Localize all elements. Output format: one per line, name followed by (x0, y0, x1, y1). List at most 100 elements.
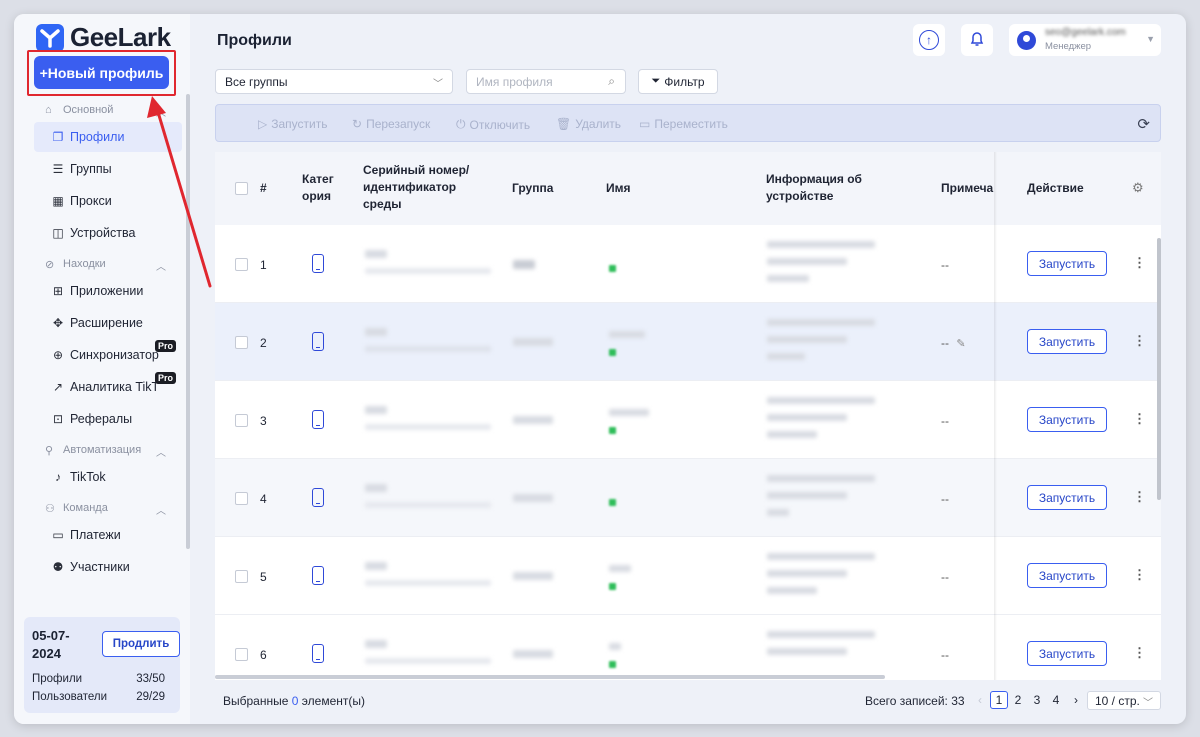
plan-profiles-value: 33/50 (136, 673, 165, 685)
table-row[interactable]: 1 -- Запустить ⋮ (215, 225, 1161, 303)
row-number: 1 (260, 258, 267, 272)
launch-button[interactable]: Запустить (1027, 329, 1107, 354)
profile-name-search[interactable]: Имя профиля ⌕ (466, 69, 626, 94)
row-checkbox[interactable] (235, 570, 248, 583)
tiktok-icon: ♪ (55, 470, 61, 484)
app-window: GeeLark +Новый профиль ⌂ Основной ︿ ❐ Пр… (14, 14, 1186, 724)
row-number: 5 (260, 570, 267, 584)
user-menu[interactable]: seo@geelark.com Менеджер ▼ (1009, 24, 1161, 56)
more-icon[interactable]: ⋮ (1133, 489, 1146, 504)
table-horizontal-scrollbar[interactable] (215, 675, 885, 679)
sidebar-item-label: TikTok (70, 470, 106, 484)
select-all-checkbox[interactable] (235, 182, 248, 195)
sidebar-item-sync[interactable]: ⊕ Синхронизатор Pro (34, 340, 182, 370)
nav-group-main[interactable]: ⌂ Основной ︿ (34, 100, 182, 120)
launch-button[interactable]: Запустить (1027, 407, 1107, 432)
sidebar-item-label: Прокси (70, 194, 112, 208)
table-row[interactable]: 2 -- ✎ Запустить ⋮ (215, 303, 1161, 381)
logo: GeeLark (36, 22, 171, 53)
pro-badge: Pro (154, 340, 176, 352)
page-3[interactable]: 3 (1033, 693, 1041, 707)
more-icon[interactable]: ⋮ (1133, 645, 1146, 660)
sidebar-item-members[interactable]: ⚉ Участники (34, 552, 182, 582)
row-checkbox[interactable] (235, 258, 248, 271)
page-4[interactable]: 4 (1052, 693, 1060, 707)
group-redacted (513, 494, 553, 502)
table-row[interactable]: 6 -- Запустить ⋮ (215, 615, 1161, 680)
page-1[interactable]: 1 (990, 691, 1008, 709)
sidebar-item-payments[interactable]: ▭ Платежи (34, 520, 182, 550)
more-icon[interactable]: ⋮ (1133, 567, 1146, 582)
column-serial-line: идентификатор (363, 180, 457, 194)
bulk-move-button[interactable]: ▭ Переместить (639, 117, 728, 131)
group-select[interactable]: Все группы ﹀ (215, 69, 453, 94)
sidebar-scrollbar[interactable] (186, 94, 190, 549)
settings-gear-icon[interactable]: ⚙ (1132, 180, 1144, 195)
proxy-icon: ▦ (52, 194, 64, 208)
refresh-icon[interactable]: ⟳ (1137, 116, 1150, 133)
column-name: Имя (606, 181, 631, 195)
table-row[interactable]: 5 -- Запустить ⋮ (215, 537, 1161, 615)
sidebar-item-label: Расширение (70, 316, 143, 330)
bulk-start-label: Запустить (271, 117, 328, 131)
edit-icon[interactable]: ✎ (956, 338, 966, 350)
row-checkbox[interactable] (235, 336, 248, 349)
page-size-value: 10 / стр. (1095, 693, 1140, 708)
nav-group-label: Находки (63, 258, 106, 270)
nav-group-automation[interactable]: ⚲ Автоматизация ︿ (34, 440, 182, 460)
list-icon: ☰ (52, 162, 64, 176)
plan-profiles-row: Профили 33/50 (32, 673, 165, 685)
folder-icon: ▭ (639, 117, 651, 131)
table-row[interactable]: 3 -- Запустить ⋮ (215, 381, 1161, 459)
sidebar-item-tiktok[interactable]: ♪ TikTok (34, 462, 182, 492)
launch-button[interactable]: Запустить (1027, 563, 1107, 588)
prev-page-icon[interactable]: ‹ (978, 693, 982, 707)
upload-button[interactable]: ↑ (913, 24, 945, 56)
page-title: Профили (217, 32, 292, 49)
filter-button[interactable]: ⏷ Фильтр (638, 69, 718, 94)
chevron-up-icon: ︿ (156, 506, 166, 517)
sidebar-item-apps[interactable]: ⊞ Приложении (34, 276, 182, 306)
logo-text: GeeLark (70, 22, 171, 52)
table-vertical-scrollbar[interactable] (1157, 238, 1161, 500)
sidebar-item-groups[interactable]: ☰ Группы (34, 154, 182, 184)
group-redacted (513, 650, 553, 658)
env-id-redacted (365, 346, 491, 352)
group-select-value: Все группы (225, 74, 288, 89)
sidebar-item-profiles[interactable]: ❐ Профили (34, 122, 182, 152)
arrow-up-icon: ↑ (919, 30, 939, 50)
funnel-icon: ⏷ (651, 75, 661, 87)
sidebar-item-proxy[interactable]: ▦ Прокси (34, 186, 182, 216)
new-profile-button[interactable]: +Новый профиль (34, 56, 169, 89)
page-size-select[interactable]: 10 / стр. ﹀ (1087, 691, 1161, 710)
page-2[interactable]: 2 (1014, 693, 1022, 707)
sidebar-item-devices[interactable]: ◫ Устройства (34, 218, 182, 248)
launch-button[interactable]: Запустить (1027, 641, 1107, 666)
nav-group-discover[interactable]: ⊘ Находки ︿ (34, 254, 182, 274)
sidebar-item-tiktok-analytics[interactable]: ↗ Аналитика TikTok Pro (34, 372, 182, 402)
row-checkbox[interactable] (235, 648, 248, 661)
name-redacted (609, 409, 649, 416)
bulk-restart-button[interactable]: ↻ Перезапуск (352, 117, 430, 131)
device-info-redacted (767, 241, 875, 248)
row-checkbox[interactable] (235, 492, 248, 505)
nav-group-team[interactable]: ⚇ Команда ︿ (34, 498, 182, 518)
launch-button[interactable]: Запустить (1027, 485, 1107, 510)
bulk-stop-button[interactable]: ⏻ Отключить (456, 117, 530, 132)
bulk-delete-button[interactable]: 🗑 Удалить (556, 117, 621, 131)
next-page-icon[interactable]: › (1074, 693, 1078, 707)
row-checkbox[interactable] (235, 414, 248, 427)
more-icon[interactable]: ⋮ (1133, 255, 1146, 270)
sidebar-item-referrals[interactable]: ⊡ Рефералы (34, 404, 182, 434)
launch-button[interactable]: Запустить (1027, 251, 1107, 276)
table-row[interactable]: 4 -- Запустить ⋮ (215, 459, 1161, 537)
sidebar-item-extension[interactable]: ✥ Расширение (34, 308, 182, 338)
bulk-start-button[interactable]: ▷ Запустить (258, 117, 327, 131)
serial-redacted (365, 406, 387, 414)
renew-button[interactable]: Продлить (102, 631, 180, 657)
more-icon[interactable]: ⋮ (1133, 333, 1146, 348)
column-category: Категория (302, 172, 334, 203)
device-info-redacted (767, 648, 847, 655)
notifications-button[interactable] (961, 24, 993, 56)
more-icon[interactable]: ⋮ (1133, 411, 1146, 426)
